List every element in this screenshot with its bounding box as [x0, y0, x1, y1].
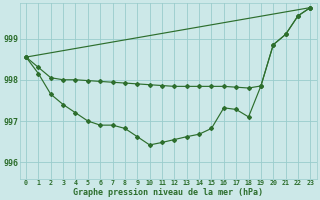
X-axis label: Graphe pression niveau de la mer (hPa): Graphe pression niveau de la mer (hPa): [73, 188, 263, 197]
